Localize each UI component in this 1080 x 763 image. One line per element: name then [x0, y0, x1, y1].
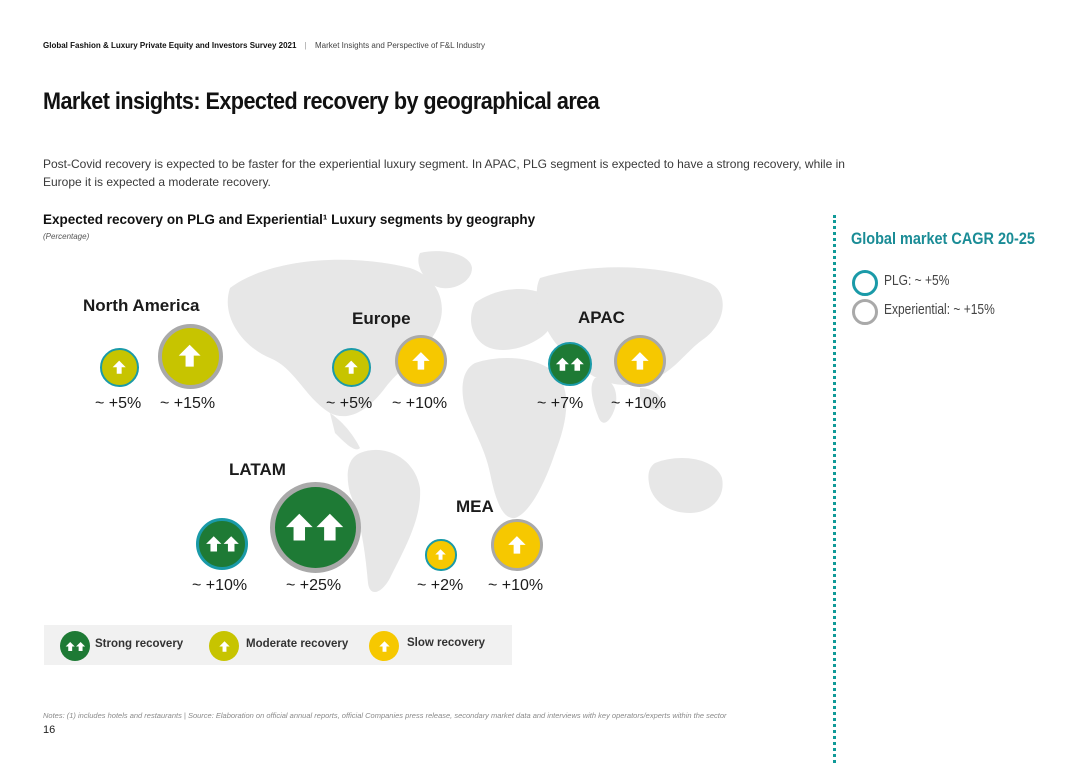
- region-label-europe: Europe: [352, 309, 411, 328]
- report-title: Global Fashion & Luxury Private Equity a…: [43, 41, 297, 50]
- value-label-eu-plg: ~ +5%: [326, 395, 373, 412]
- value-label-latam-plg: ~ +10%: [192, 577, 248, 594]
- intro-text: Post-Covid recovery is expected to be fa…: [43, 157, 845, 189]
- region-label-north-america: North America: [83, 296, 200, 315]
- bubble-apac-experiential: [614, 335, 666, 387]
- bubble-latam-plg: [196, 518, 248, 570]
- sidebar-title: Global market CAGR 20-25: [851, 229, 1035, 248]
- header-separator: |: [304, 41, 307, 50]
- region-label-mea: MEA: [456, 497, 494, 516]
- region-label-latam: LATAM: [229, 460, 286, 479]
- legend-label-slow: Slow recovery: [407, 637, 485, 649]
- legend-label-moderate: Moderate recovery: [246, 638, 349, 650]
- bubble-europe-plg: [331, 347, 371, 387]
- bubble-mea-plg: [425, 539, 457, 571]
- chart-title: Expected recovery on PLG and Experientia…: [43, 212, 536, 227]
- plg-ring-icon: [852, 270, 878, 296]
- page-title: Market insights: Expected recovery by ge…: [43, 88, 600, 115]
- value-label-na-exp: ~ +15%: [160, 395, 216, 412]
- experiential-ring-icon: [852, 299, 878, 325]
- bubble-mea-experiential: [491, 519, 543, 571]
- bubble-north-america-experiential: [157, 323, 223, 389]
- report-header: Global Fashion & Luxury Private Equity a…: [43, 41, 485, 50]
- sidebar-plg-cagr: PLG: ~ +5%: [884, 272, 950, 289]
- dotted-divider: [833, 215, 836, 763]
- value-label-latam-exp: ~ +25%: [286, 577, 342, 594]
- world-map: [227, 251, 723, 593]
- bubble-europe-experiential: [395, 335, 447, 387]
- strong-recovery-icon: [60, 631, 90, 661]
- value-label-apac-exp: ~ +10%: [611, 395, 667, 412]
- value-label-mea-exp: ~ +10%: [488, 577, 544, 594]
- value-label-apac-plg: ~ +7%: [537, 395, 584, 412]
- value-label-mea-plg: ~ +2%: [417, 577, 464, 594]
- legend: [44, 625, 512, 665]
- moderate-recovery-icon: [209, 631, 239, 661]
- page-number: 16: [43, 724, 56, 736]
- bubble-apac-plg: [547, 341, 593, 387]
- sidebar-experiential-cagr: Experiential: ~ +15%: [884, 301, 995, 318]
- bubble-latam-experiential: [269, 481, 361, 573]
- bubble-north-america-plg: [99, 347, 139, 387]
- slow-recovery-icon: [369, 631, 399, 661]
- chart-subtitle: (Percentage): [43, 232, 90, 241]
- legend-label-strong: Strong recovery: [95, 638, 184, 650]
- report-section: Market Insights and Perspective of F&L I…: [314, 41, 485, 50]
- region-label-apac: APAC: [578, 308, 625, 327]
- value-label-eu-exp: ~ +10%: [392, 395, 448, 412]
- source-notes: Notes: (1) includes hotels and restauran…: [43, 711, 727, 720]
- value-label-na-plg: ~ +5%: [95, 395, 142, 412]
